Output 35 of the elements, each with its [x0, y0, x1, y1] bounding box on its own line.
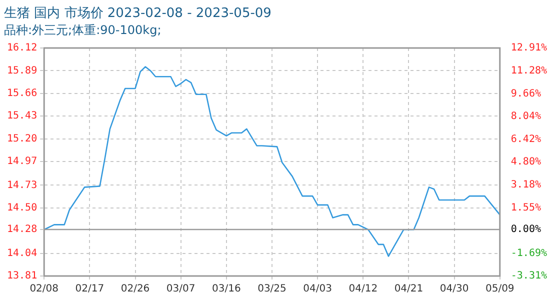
- chart-subtitle: 品种:外三元;体重:90-100kg;: [4, 22, 162, 37]
- x-tick-label: 02/26: [120, 284, 150, 295]
- x-tick-label: 02/17: [75, 284, 104, 295]
- y-tick-label: 16.12: [6, 42, 38, 54]
- x-tick-label: 04/03: [303, 284, 332, 295]
- y2-tick-label: 8.04%: [510, 111, 541, 122]
- x-tick-label: 02/08: [30, 284, 59, 295]
- y-tick-label: 14.73: [6, 180, 38, 191]
- y2-tick-label: -1.69%: [510, 248, 547, 259]
- y-tick-label: 15.20: [6, 133, 38, 144]
- y2-tick-label: 0.00%: [510, 224, 541, 236]
- x-tick-label: 03/07: [166, 284, 196, 295]
- y2-tick-label: 9.66%: [510, 88, 541, 100]
- y2-tick-label: 6.42%: [510, 134, 541, 145]
- y2-tick-label: 3.18%: [510, 179, 541, 190]
- y-tick-label: 15.43: [6, 110, 38, 122]
- x-tick-label: 03/16: [212, 284, 241, 295]
- x-tick-label: 03/25: [258, 284, 286, 295]
- y2-tick-label: 4.80%: [510, 156, 541, 168]
- y-tick-label: 14.50: [6, 202, 38, 214]
- x-tick-label: 05/09: [485, 284, 514, 295]
- y2-tick-label: 1.55%: [510, 202, 541, 214]
- y-tick-label: 13.81: [6, 270, 38, 282]
- y2-tick-label: 11.28%: [510, 66, 547, 77]
- y-tick-label: 14.28: [6, 224, 38, 236]
- x-tick-label: 04/12: [348, 284, 378, 295]
- y2-tick-label: 12.91%: [510, 42, 547, 54]
- x-tick-label: 04/30: [440, 284, 469, 295]
- chart-title: 生猪 国内 市场价 2023-02-08 - 2023-05-09: [4, 6, 272, 22]
- y-tick-label: 14.04: [6, 248, 38, 259]
- y-tick-label: 15.66: [6, 88, 38, 99]
- y-tick-label: 14.97: [6, 156, 38, 168]
- y2-tick-label: -3.31%: [510, 270, 547, 282]
- y-tick-label: 15.89: [6, 65, 38, 76]
- x-tick-label: 04/21: [394, 284, 424, 295]
